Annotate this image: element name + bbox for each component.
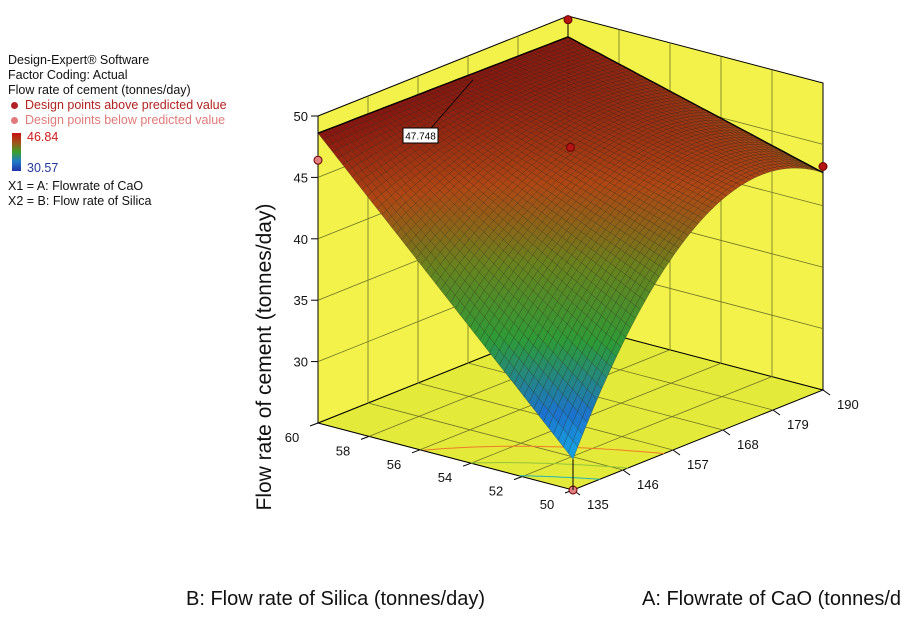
b-tick-label: 54 <box>438 470 452 485</box>
z-tick-label: 50 <box>294 109 308 124</box>
surface-cell <box>567 440 578 460</box>
color-scale-bar <box>12 133 21 171</box>
b-tick-label: 58 <box>336 443 350 458</box>
b-axis-tick <box>462 462 472 467</box>
a-tick-label: 168 <box>737 437 759 452</box>
floor-gridline <box>521 376 773 477</box>
color-scale-max: 46.84 <box>27 130 59 144</box>
a-tick-label: 135 <box>587 497 609 512</box>
z-tick-label: 30 <box>294 355 308 370</box>
below-point-icon <box>11 116 18 124</box>
design-points-above-surface: 47.748 <box>402 15 828 172</box>
legend-above-entry: Design points above predicted value <box>8 98 227 113</box>
design-point-below <box>313 155 323 165</box>
legend-x1: X1 = A: Flowrate of CaO <box>8 179 144 193</box>
above-point-icon <box>11 101 18 109</box>
design-point-above <box>818 162 828 172</box>
b-axis-tick <box>513 476 523 481</box>
color-scale: 46.84 30.57 <box>8 130 227 175</box>
a-axis-tick <box>722 429 731 436</box>
legend-below-label: Design points below predicted value <box>25 113 226 127</box>
b-axis-tick <box>360 435 370 440</box>
response-surface <box>317 36 824 490</box>
z-tick-label: 40 <box>294 232 308 247</box>
z-tick-label: 35 <box>294 293 308 308</box>
axis-labels: 30 35 40 45 50 50 52 54 56 58 60 135 146 157 168 179 190… <box>186 109 901 610</box>
b-tick-label: 56 <box>387 457 401 472</box>
a-tick-label: 190 <box>837 397 859 412</box>
a-axis-title: A: Flowrate of CaO (tonnes/d <box>642 588 901 610</box>
legend-below-entry: Design points below predicted value <box>8 113 227 128</box>
annotation-box <box>402 127 439 144</box>
z-tick-label: 45 <box>294 170 308 185</box>
b-tick-label: 50 <box>540 497 554 512</box>
design-point-above <box>566 142 575 152</box>
floor-gridline <box>367 402 624 471</box>
annotation-value: 47.748 <box>405 132 436 143</box>
surface-edge <box>317 36 824 174</box>
contour-line <box>519 475 600 480</box>
contour-line <box>423 445 665 454</box>
a-axis-tick <box>822 389 831 396</box>
a-axis-tick <box>772 409 781 416</box>
a-tick-label: 157 <box>687 457 709 472</box>
z-axis-title: Flow rate of cement (tonnes/day) <box>253 204 276 511</box>
b-axis-tick <box>309 422 319 427</box>
legend-response: Flow rate of cement (tonnes/day) <box>8 83 191 97</box>
legend: Design-Expert® Software Factor Coding: A… <box>8 53 227 209</box>
legend-above-label: Design points above predicted value <box>25 98 227 112</box>
b-tick-label: 60 <box>285 430 299 445</box>
b-axis-tick <box>411 449 421 454</box>
legend-software: Design-Expert® Software <box>8 53 150 67</box>
a-axis-tick <box>622 469 631 476</box>
a-tick-label: 179 <box>787 417 809 432</box>
contour-line <box>471 462 629 469</box>
legend-factor-coding: Factor Coding: Actual <box>8 68 128 82</box>
a-tick-label: 146 <box>637 477 659 492</box>
floor-contours <box>423 445 665 480</box>
color-scale-min: 30.57 <box>27 161 59 175</box>
legend-x2: X2 = B: Flow rate of Silica <box>8 194 152 208</box>
b-tick-label: 52 <box>489 484 503 499</box>
b-axis-title: B: Flow rate of Silica (tonnes/day) <box>186 588 485 610</box>
a-axis-tick <box>672 449 681 456</box>
design-point-above <box>563 15 573 25</box>
